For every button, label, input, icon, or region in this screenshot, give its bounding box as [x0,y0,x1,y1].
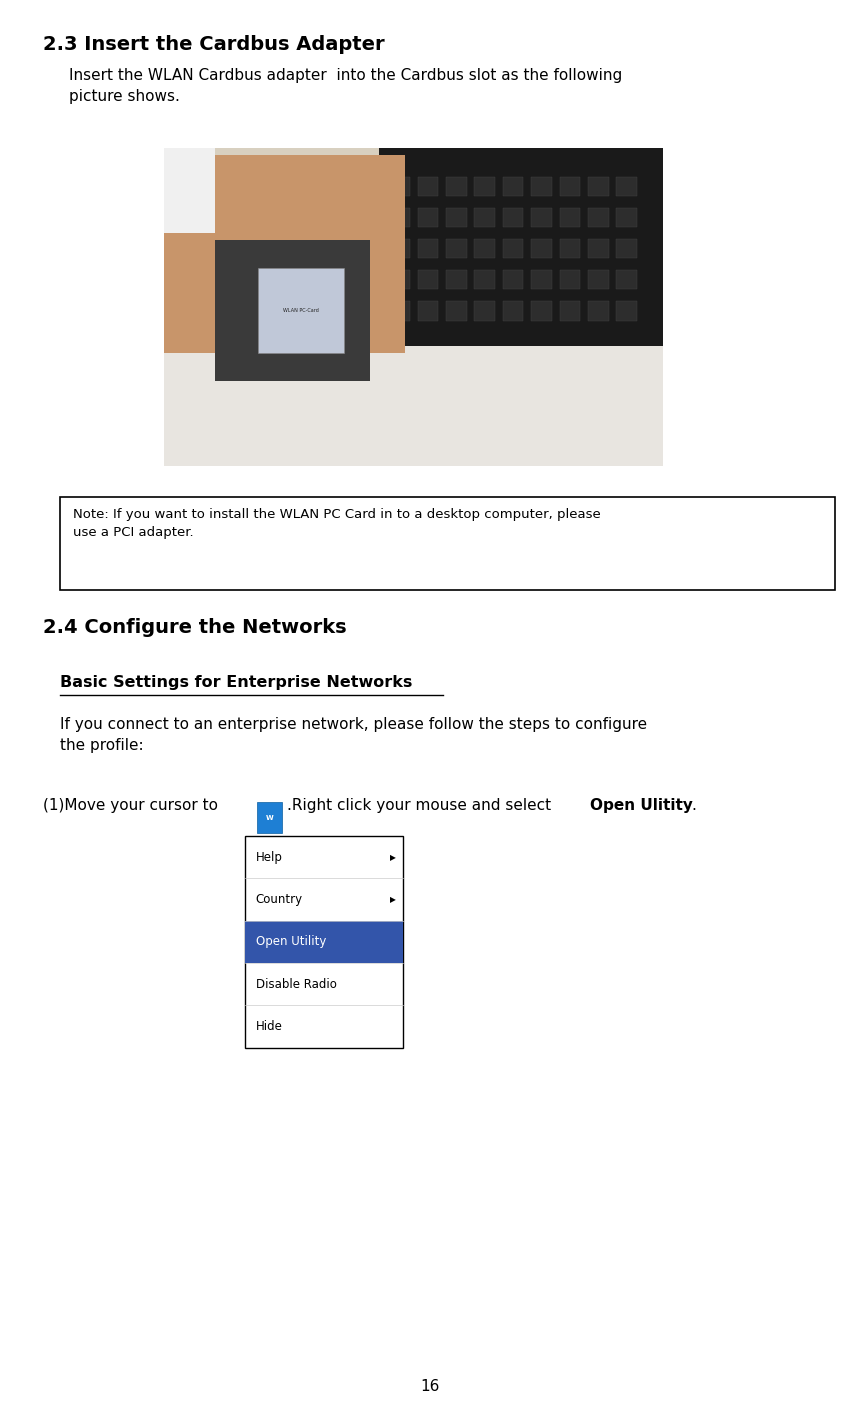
Bar [215,240,370,381]
Text: ▶: ▶ [390,853,396,861]
Bar [389,239,410,258]
Bar [418,270,438,289]
Bar [616,208,637,227]
Bar [588,239,609,258]
Bar [389,301,410,321]
Bar [560,208,580,227]
Bar [560,301,580,321]
Bar [560,176,580,196]
Bar [503,270,523,289]
Bar [164,148,215,233]
Bar [588,208,609,227]
Bar [531,239,552,258]
Bar [418,176,438,196]
Text: 2.3 Insert the Cardbus Adapter: 2.3 Insert the Cardbus Adapter [43,35,385,54]
Text: WLAN PC-Card: WLAN PC-Card [283,308,319,313]
Text: 2.4 Configure the Networks: 2.4 Configure the Networks [43,618,347,637]
Bar [531,301,552,321]
Bar [531,176,552,196]
Bar [588,176,609,196]
Text: Open Ulitity: Open Ulitity [590,798,692,813]
Bar [503,208,523,227]
Bar [616,301,637,321]
Bar [560,239,580,258]
Bar [60,497,835,590]
Text: Country: Country [256,892,303,907]
Bar [616,239,637,258]
Bar [588,270,609,289]
Bar [389,208,410,227]
Bar [379,148,663,346]
Bar [474,176,495,196]
Text: Hide: Hide [256,1019,282,1034]
Bar [503,239,523,258]
Bar [588,301,609,321]
Text: Disable Radio: Disable Radio [256,977,337,991]
Bar [446,239,467,258]
Text: W: W [265,815,274,820]
Text: Basic Settings for Enterprise Networks: Basic Settings for Enterprise Networks [60,675,412,690]
Bar [245,921,403,963]
Bar [164,155,405,353]
Bar [474,301,495,321]
Bar [389,270,410,289]
Text: If you connect to an enterprise network, please follow the steps to configure
th: If you connect to an enterprise network,… [60,717,647,753]
Bar [389,176,410,196]
Text: Insert the WLAN Cardbus adapter  into the Cardbus slot as the following
picture : Insert the WLAN Cardbus adapter into the… [69,68,623,103]
Text: (1)Move your cursor to: (1)Move your cursor to [43,798,218,813]
Bar [245,836,403,1048]
Bar [531,270,552,289]
Bar [446,208,467,227]
Text: Note: If you want to install the WLAN PC Card in to a desktop computer, please
u: Note: If you want to install the WLAN PC… [73,508,601,539]
Bar [164,297,663,466]
Text: Help: Help [256,850,282,864]
Bar [418,208,438,227]
Text: ▶: ▶ [390,895,396,904]
Text: .Right click your mouse and select: .Right click your mouse and select [287,798,555,813]
Bar [418,239,438,258]
Bar [503,176,523,196]
Bar [616,176,637,196]
Bar [531,208,552,227]
Text: .: . [691,798,697,813]
Bar [258,268,344,353]
Bar [474,208,495,227]
Bar [164,148,663,466]
Bar [474,270,495,289]
Bar [503,301,523,321]
Bar [446,270,467,289]
Bar [560,270,580,289]
Bar [418,301,438,321]
Bar [446,301,467,321]
Text: 16: 16 [421,1380,440,1394]
Text: Open Utility: Open Utility [256,935,326,949]
Bar [616,270,637,289]
Bar [474,239,495,258]
Bar [446,176,467,196]
Bar [257,802,282,833]
